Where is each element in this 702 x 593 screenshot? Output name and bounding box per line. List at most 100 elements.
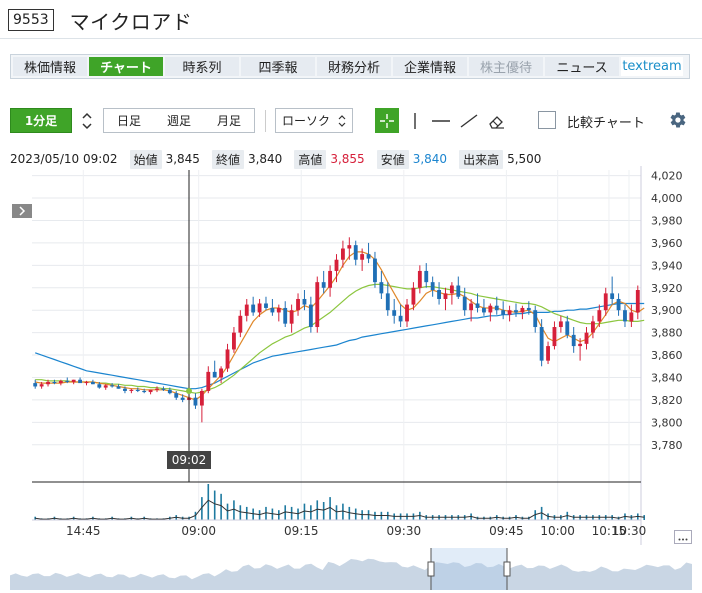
candle: [238, 315, 243, 333]
candle: [39, 384, 44, 387]
candle: [46, 381, 50, 385]
expand-icon[interactable]: [674, 530, 692, 544]
chart-type-label: ローソク: [282, 114, 331, 128]
volume-bar: [252, 508, 254, 520]
compare-chart-checkbox[interactable]: [538, 111, 556, 129]
x-tick-label: 09:45: [489, 524, 524, 538]
candle: [71, 379, 76, 382]
crosshair-icon: [380, 113, 394, 128]
tab-company-info[interactable]: 企業情報: [393, 57, 467, 76]
candle: [526, 307, 531, 311]
tab-financial-analysis[interactable]: 財務分析: [317, 57, 391, 76]
candle: [142, 390, 147, 393]
volume-label: 出来高: [459, 149, 504, 169]
volume-value: 5,500: [507, 152, 542, 166]
candle: [616, 298, 621, 311]
volume-bar: [226, 503, 229, 520]
tab-textream[interactable]: textream: [621, 57, 683, 76]
period-weekly[interactable]: 週足: [166, 114, 191, 128]
tab-stock-info[interactable]: 株価情報: [13, 57, 87, 76]
interval-select[interactable]: 1分足: [10, 108, 72, 133]
y-tick-label: 3,820: [651, 394, 683, 407]
ohlc-info-bar: 2023/05/10 09:02 始値 3,845 終値 3,840 高値 3,…: [10, 149, 632, 169]
volume-bar: [316, 500, 319, 520]
eraser-tool[interactable]: [486, 108, 508, 133]
company-name: マイクロアド: [69, 9, 193, 34]
y-tick-label: 3,980: [651, 214, 683, 227]
candle: [65, 380, 70, 382]
volume-bar: [297, 508, 299, 520]
candle: [501, 310, 506, 315]
tab-news[interactable]: ニュース: [545, 57, 619, 76]
candle: [289, 310, 294, 324]
trend-line-tool[interactable]: [458, 108, 480, 133]
candle: [635, 290, 640, 313]
period-monthly[interactable]: 月足: [216, 114, 241, 128]
candle: [174, 393, 179, 398]
volume-bar: [201, 497, 203, 520]
volume-bar: [322, 502, 325, 520]
navigator-selection: [431, 548, 507, 590]
expand-panel-button[interactable]: [12, 204, 32, 218]
candle: [584, 332, 589, 344]
vertical-line-tool[interactable]: [407, 108, 423, 133]
trend-line-icon: [460, 113, 478, 128]
vertical-line-icon: [414, 112, 416, 129]
volume-bar: [342, 503, 344, 520]
candle: [180, 397, 185, 400]
candle: [514, 310, 518, 313]
y-tick-label: 3,860: [651, 349, 683, 362]
tab-time-series[interactable]: 時系列: [165, 57, 239, 76]
candle: [244, 304, 249, 316]
crosshair-tool[interactable]: [375, 108, 399, 133]
x-tick-label: 10:15: [592, 524, 627, 538]
candle: [456, 285, 461, 297]
candle: [58, 380, 63, 384]
candle: [328, 270, 333, 288]
volume-bar: [348, 506, 351, 520]
x-tick-label: 10:00: [540, 524, 575, 538]
candle: [123, 388, 127, 391]
candle: [251, 304, 256, 313]
y-tick-label: 3,780: [651, 439, 683, 452]
candle: [475, 303, 480, 308]
tab-shikiho[interactable]: 四季報: [241, 57, 315, 76]
tab-shareholder-benefits: 株主優待: [469, 57, 543, 76]
candle: [84, 381, 89, 384]
candle: [52, 381, 57, 384]
horizontal-line-tool[interactable]: [430, 108, 452, 133]
x-tick-label: 09:30: [387, 524, 422, 538]
candle: [603, 293, 608, 311]
volume-bar: [284, 505, 287, 520]
candle: [302, 298, 307, 305]
period-segment: 日足 週足 月足: [103, 108, 255, 133]
candle: [225, 349, 230, 369]
period-daily[interactable]: 日足: [116, 114, 141, 128]
eraser-icon: [489, 115, 504, 129]
volume-bar: [354, 508, 357, 520]
candle: [212, 371, 217, 378]
candle: [78, 379, 83, 384]
chart-type-select[interactable]: ローソク: [275, 108, 353, 133]
candle: [392, 310, 397, 316]
gear-icon[interactable]: [669, 111, 687, 129]
interval-up-down-icon[interactable]: [80, 110, 94, 132]
tab-chart[interactable]: チャート: [89, 57, 163, 76]
candle: [270, 307, 275, 313]
candle: [610, 293, 615, 299]
candle: [405, 304, 409, 322]
candle: [283, 307, 288, 324]
candle: [443, 293, 448, 299]
candle: [321, 282, 326, 288]
candle: [97, 384, 102, 388]
candle: [360, 254, 365, 260]
candle: [462, 296, 467, 311]
candle: [629, 312, 634, 322]
stock-header: 9553 マイクロアド: [8, 6, 192, 34]
x-tick-label: 09:00: [181, 524, 216, 538]
candle: [430, 282, 435, 291]
candle: [482, 307, 486, 313]
candle: [623, 310, 627, 322]
candle: [590, 321, 595, 333]
